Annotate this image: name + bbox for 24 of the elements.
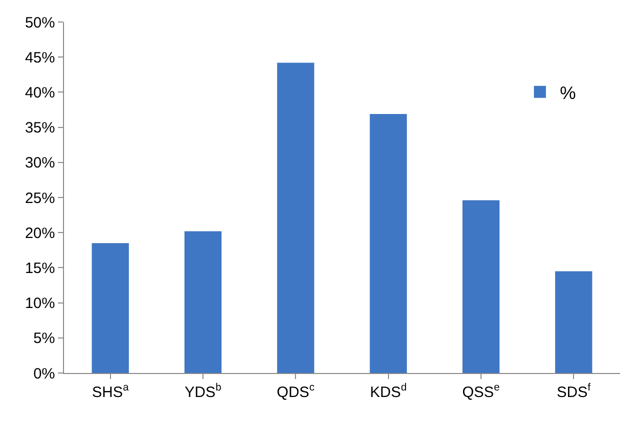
bar <box>184 231 222 373</box>
y-tick-label: 20% <box>24 224 55 242</box>
y-tick-label: 25% <box>24 190 55 207</box>
legend-label: % <box>560 82 576 103</box>
y-tick-label: 5% <box>33 330 55 348</box>
x-tick-label: SDS$^{f}$ <box>556 382 591 401</box>
y-tick-label: 40% <box>24 84 55 102</box>
x-tick-label: QDS$^{c}$ <box>276 382 315 401</box>
y-tick-label: 10% <box>24 295 55 312</box>
y-tick-label: 50% <box>24 14 55 32</box>
bar <box>277 62 314 373</box>
y-tick-label: 0% <box>33 365 55 382</box>
y-tick-label: 15% <box>24 260 55 277</box>
bar <box>92 243 129 373</box>
y-tick-label: 45% <box>24 49 55 66</box>
x-tick-label: SHS$^{a}$ <box>92 382 129 401</box>
bar <box>370 114 407 373</box>
y-tick-label: 35% <box>24 120 55 137</box>
y-tick-label: 30% <box>24 154 55 172</box>
bar <box>462 200 500 373</box>
bar <box>555 271 592 373</box>
x-tick-label: YDS$^{b}$ <box>184 382 222 401</box>
x-tick-label: KDS$^{d}$ <box>370 382 407 401</box>
x-tick-label: QSS$^{e}$ <box>462 382 500 401</box>
